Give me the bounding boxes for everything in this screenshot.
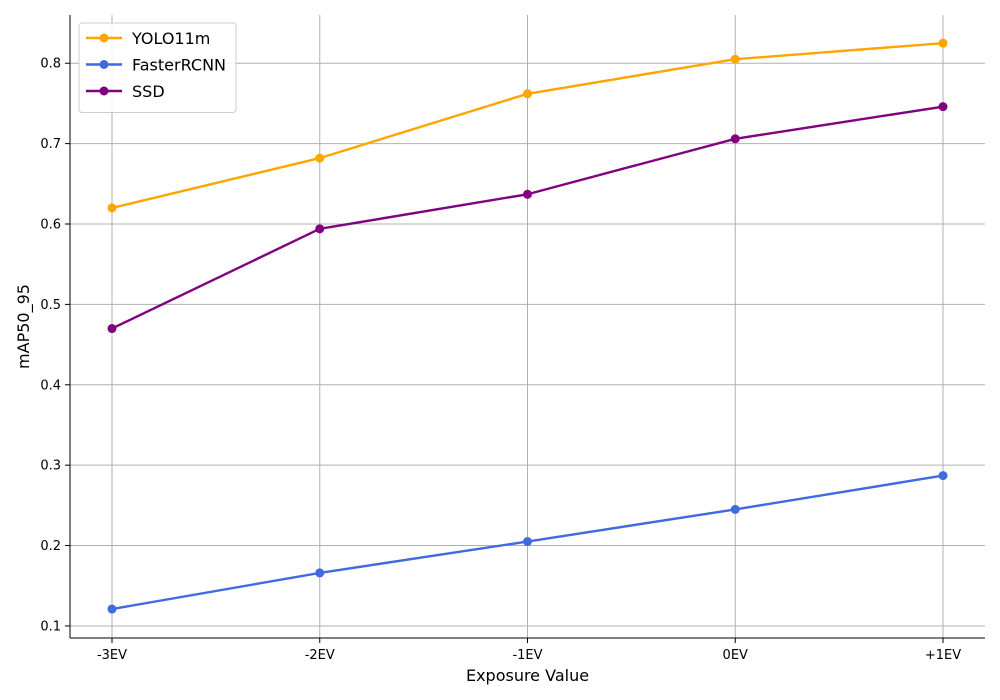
legend-marker	[99, 33, 109, 43]
y-tick-label: 0.8	[40, 57, 61, 72]
y-tick-label: 0.1	[40, 619, 61, 634]
x-tick-label: 0EV	[723, 648, 748, 663]
x-axis-title: Exposure Value	[466, 666, 589, 685]
legend: YOLO11m FasterRCNN SSD	[78, 22, 237, 113]
data-point	[107, 604, 117, 614]
data-point	[730, 134, 740, 144]
data-point	[938, 102, 948, 112]
legend-label: SSD	[132, 82, 165, 101]
data-point	[523, 189, 532, 199]
series-lines	[107, 38, 948, 614]
legend-marker	[99, 86, 109, 96]
y-tick-label: 0.3	[40, 459, 61, 474]
y-axis-title: mAP50_95	[14, 284, 34, 369]
data-point	[730, 504, 740, 514]
grid	[70, 15, 985, 638]
data-point	[523, 89, 532, 99]
data-point	[938, 471, 948, 481]
legend-marker	[99, 60, 109, 69]
x-tick-label: +1EV	[925, 648, 961, 663]
x-tick-label: -3EV	[97, 648, 127, 663]
y-tick-label: 0.5	[40, 298, 61, 313]
y-tick-label: 0.2	[40, 539, 61, 554]
data-point	[523, 537, 532, 547]
y-tick-label: 0.6	[40, 218, 61, 233]
tick-labels: -3EV -2EV -1EV 0EV +1EV 0.1 0.2 0.3 0.4 0.5 0.6 0.7…	[40, 57, 961, 663]
data-point	[315, 224, 325, 234]
data-point	[730, 54, 740, 64]
legend-label: YOLO11m	[131, 29, 210, 48]
x-tick-label: -1EV	[512, 648, 542, 663]
data-point	[107, 203, 117, 213]
data-point	[315, 568, 325, 578]
y-tick-label: 0.4	[40, 378, 61, 393]
legend-label: FasterRCNN	[132, 56, 226, 75]
y-tick-label: 0.7	[40, 137, 61, 152]
data-point	[107, 324, 117, 334]
x-tick-label: -2EV	[305, 648, 335, 663]
data-point	[315, 153, 325, 163]
data-point	[938, 38, 948, 48]
